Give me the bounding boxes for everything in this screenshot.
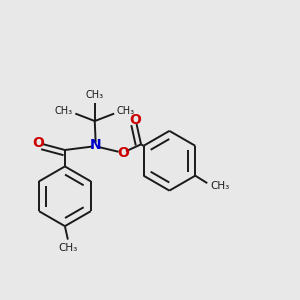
Text: N: N — [90, 138, 101, 152]
Text: CH₃: CH₃ — [117, 106, 135, 116]
Text: O: O — [32, 136, 44, 150]
Text: CH₃: CH₃ — [58, 243, 77, 253]
Text: CH₃: CH₃ — [86, 89, 104, 100]
Text: O: O — [118, 146, 129, 160]
Text: CH₃: CH₃ — [55, 106, 73, 116]
Text: CH₃: CH₃ — [211, 181, 230, 190]
Text: O: O — [129, 112, 141, 127]
